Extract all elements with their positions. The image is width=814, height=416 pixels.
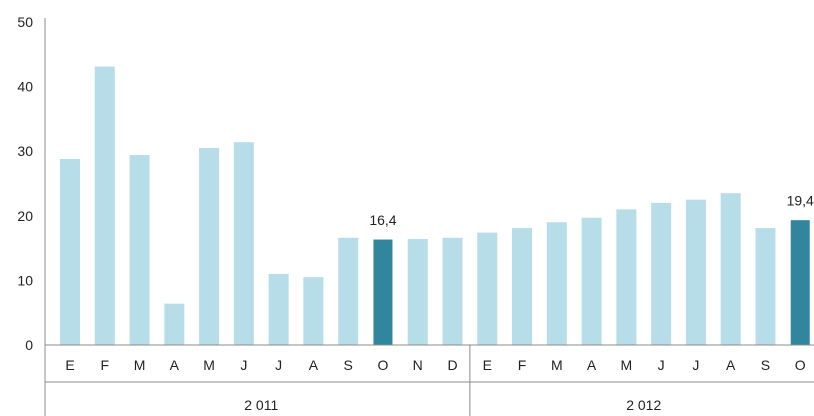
bar	[199, 147, 220, 345]
data-label: 16,4	[369, 212, 396, 228]
axes	[44, 18, 814, 416]
bars	[60, 66, 811, 346]
x-tick-label: M	[203, 357, 215, 373]
y-tick-label: 50	[17, 14, 33, 30]
bar	[268, 273, 289, 345]
data-label: 19,4	[787, 193, 814, 209]
year-group-label: 2 011	[244, 397, 278, 413]
x-tick-label: A	[309, 357, 319, 373]
x-tick-label: A	[726, 357, 736, 373]
x-tick-label: S	[344, 357, 353, 373]
y-axis-ticks: 0 10 20 30 40 50	[17, 14, 33, 353]
bar	[755, 228, 776, 345]
x-tick-label: J	[692, 357, 699, 373]
bar	[129, 155, 150, 345]
bar	[546, 222, 567, 345]
data-labels: 16,4 19,4	[369, 193, 814, 228]
x-tick-label: J	[658, 357, 665, 373]
y-tick-label: 10	[17, 272, 33, 288]
bar	[338, 237, 359, 345]
x-tick-label: D	[447, 357, 457, 373]
x-tick-label: E	[65, 357, 74, 373]
x-tick-label: O	[378, 357, 389, 373]
bar	[94, 66, 115, 345]
bar	[685, 199, 706, 345]
x-tick-label: S	[761, 357, 770, 373]
x-tick-label: O	[795, 357, 806, 373]
bar	[164, 303, 185, 345]
x-tick-label: A	[170, 357, 180, 373]
x-tick-label: E	[483, 357, 492, 373]
bar	[303, 277, 324, 345]
x-tick-label: J	[240, 357, 247, 373]
x-tick-label: F	[518, 357, 527, 373]
x-axis-groups: 2 011 2 012	[244, 345, 661, 416]
bar	[442, 237, 463, 345]
bar	[512, 228, 533, 345]
bar	[651, 202, 672, 345]
x-tick-label: A	[587, 357, 597, 373]
bar	[581, 217, 602, 345]
year-group-label: 2 012	[626, 397, 661, 413]
y-tick-label: 0	[25, 337, 33, 353]
x-tick-label: F	[100, 357, 109, 373]
x-tick-label: M	[551, 357, 563, 373]
bar-highlighted	[789, 219, 811, 346]
bar	[720, 193, 741, 345]
y-tick-label: 40	[17, 79, 33, 95]
y-tick-label: 20	[17, 208, 33, 224]
x-tick-label: J	[275, 357, 282, 373]
x-tick-label: M	[621, 357, 633, 373]
bar-highlighted	[372, 238, 394, 346]
bar	[407, 239, 428, 345]
x-tick-label: M	[134, 357, 146, 373]
bar	[60, 158, 80, 345]
x-tick-label: N	[413, 357, 423, 373]
bar	[477, 232, 498, 345]
y-tick-label: 30	[17, 143, 33, 159]
bar	[233, 142, 254, 345]
bar	[616, 209, 637, 345]
